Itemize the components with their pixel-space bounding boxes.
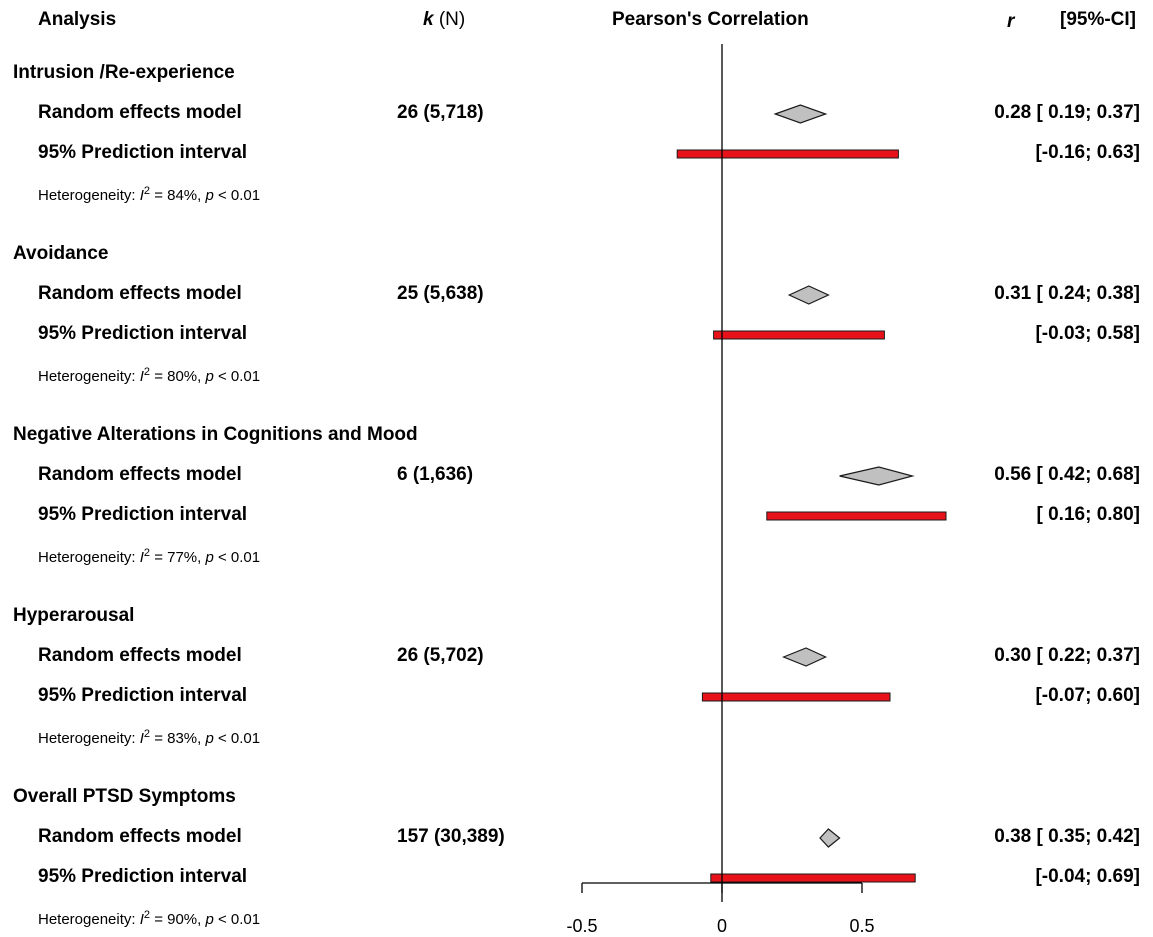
heterogeneity-i: I	[139, 368, 144, 385]
heterogeneity-prefix: Heterogeneity:	[38, 187, 140, 204]
header-k-symbol: k	[423, 9, 434, 30]
x-tick-label: 0	[717, 916, 727, 936]
model-label: Random effects model	[38, 826, 242, 847]
effect-diamond	[787, 285, 830, 305]
heterogeneity-sup: 2	[143, 366, 151, 378]
group-title: Intrusion /Re-experience	[13, 62, 235, 83]
header-ci: [95%-CI]	[1060, 9, 1137, 30]
heterogeneity-value: = 90%,	[150, 911, 206, 928]
group-title: Hyperarousal	[13, 605, 135, 626]
group-title: Avoidance	[13, 243, 109, 264]
heterogeneity-prefix: Heterogeneity:	[38, 368, 140, 385]
model-label: Random effects model	[38, 283, 242, 304]
effect-diamond	[773, 104, 828, 124]
header-k-n-suffix: (N)	[433, 9, 466, 30]
heterogeneity-sup: 2	[143, 909, 151, 921]
k-n-value: 157 (30,389)	[397, 826, 505, 847]
prediction-text: [-0.07; 0.60]	[1035, 685, 1140, 706]
group-title: Overall PTSD Symptoms	[13, 786, 236, 807]
ci-text: 0.28 [ 0.19; 0.37]	[994, 102, 1140, 123]
prediction-label: 95% Prediction interval	[38, 504, 248, 525]
heterogeneity-text: Heterogeneity: I2 = 80%, p < 0.01	[38, 366, 260, 385]
prediction-text: [-0.16; 0.63]	[1035, 142, 1140, 163]
heterogeneity-p: p	[205, 368, 214, 385]
header-r: r	[1007, 11, 1015, 32]
k-n-value: 26 (5,702)	[397, 645, 484, 666]
prediction-bar	[710, 873, 916, 883]
heterogeneity-value: = 77%,	[150, 549, 206, 566]
prediction-text: [-0.03; 0.58]	[1035, 323, 1140, 344]
heterogeneity-value: = 84%,	[150, 187, 206, 204]
heterogeneity-i: I	[139, 911, 144, 928]
effect-diamond	[819, 828, 841, 848]
heterogeneity-sup: 2	[143, 728, 151, 740]
header-pearson: Pearson's Correlation	[612, 9, 809, 30]
heterogeneity-text: Heterogeneity: I2 = 77%, p < 0.01	[38, 547, 260, 566]
heterogeneity-text: Heterogeneity: I2 = 83%, p < 0.01	[38, 728, 260, 747]
model-label: Random effects model	[38, 645, 242, 666]
heterogeneity-tail: < 0.01	[213, 187, 261, 204]
prediction-text: [ 0.16; 0.80]	[1036, 504, 1141, 525]
heterogeneity-p: p	[205, 911, 214, 928]
heterogeneity-sup: 2	[143, 185, 151, 197]
prediction-bar	[766, 511, 947, 521]
heterogeneity-p: p	[205, 730, 214, 747]
prediction-label: 95% Prediction interval	[38, 685, 248, 706]
ci-text: 0.56 [ 0.42; 0.68]	[994, 464, 1140, 485]
effect-diamond	[839, 466, 915, 486]
heterogeneity-i: I	[139, 187, 144, 204]
prediction-label: 95% Prediction interval	[38, 323, 248, 344]
prediction-label: 95% Prediction interval	[38, 142, 248, 163]
ci-text: 0.30 [ 0.22; 0.37]	[994, 645, 1140, 666]
prediction-text: [-0.04; 0.69]	[1035, 866, 1140, 887]
group-title: Negative Alterations in Cognitions and M…	[13, 424, 418, 445]
heterogeneity-tail: < 0.01	[213, 368, 261, 385]
heterogeneity-value: = 83%,	[150, 730, 206, 747]
heterogeneity-tail: < 0.01	[213, 549, 261, 566]
heterogeneity-prefix: Heterogeneity:	[38, 911, 140, 928]
heterogeneity-text: Heterogeneity: I2 = 90%, p < 0.01	[38, 909, 260, 928]
k-n-value: 25 (5,638)	[397, 283, 484, 304]
heterogeneity-i: I	[139, 730, 144, 747]
heterogeneity-sup: 2	[143, 547, 151, 559]
header-k-n: k (N)	[423, 9, 465, 31]
prediction-label: 95% Prediction interval	[38, 866, 248, 887]
prediction-bar	[676, 149, 899, 159]
x-tick-label: 0.5	[849, 916, 874, 936]
header-analysis: Analysis	[38, 9, 117, 30]
heterogeneity-tail: < 0.01	[213, 911, 261, 928]
heterogeneity-i: I	[139, 549, 144, 566]
heterogeneity-tail: < 0.01	[213, 730, 261, 747]
heterogeneity-prefix: Heterogeneity:	[38, 549, 140, 566]
x-tick-label: -0.5	[566, 916, 597, 936]
heterogeneity-p: p	[205, 187, 214, 204]
heterogeneity-text: Heterogeneity: I2 = 84%, p < 0.01	[38, 185, 260, 204]
ci-text: 0.38 [ 0.35; 0.42]	[994, 826, 1140, 847]
effect-diamond	[781, 647, 828, 667]
heterogeneity-prefix: Heterogeneity:	[38, 730, 140, 747]
ci-text: 0.31 [ 0.24; 0.38]	[994, 283, 1140, 304]
heterogeneity-p: p	[205, 549, 214, 566]
k-n-value: 6 (1,636)	[397, 464, 474, 485]
model-label: Random effects model	[38, 464, 242, 485]
k-n-value: 26 (5,718)	[397, 102, 484, 123]
heterogeneity-value: = 80%,	[150, 368, 206, 385]
prediction-bar	[701, 692, 891, 702]
prediction-bar	[713, 330, 885, 340]
model-label: Random effects model	[38, 102, 242, 123]
